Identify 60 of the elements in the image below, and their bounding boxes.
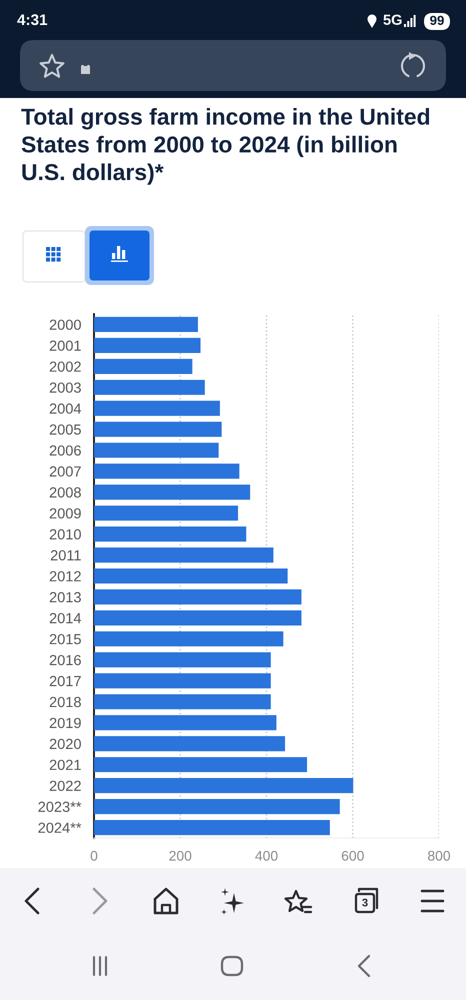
bar [94, 568, 288, 584]
y-tick-label: 2006 [50, 445, 81, 456]
text: 5G [383, 14, 402, 25]
y-tick-label: 2014 [50, 613, 82, 624]
bar [94, 526, 246, 542]
y-tick-label: 2013 [50, 592, 81, 602]
bar [94, 589, 302, 605]
y-tick-label: 2015 [50, 634, 81, 644]
bar [94, 442, 219, 458]
bar [94, 610, 302, 626]
y-tick-label: 2001 [50, 340, 81, 351]
bar [94, 316, 198, 332]
chart-title: Total gross farm income in the United States from 2000 to 2024 (in billion U.S. dollars)* [21, 108, 430, 185]
y-tick-label: 2007 [50, 466, 81, 477]
y-tick-label: 2018 [50, 696, 81, 708]
x-tick-label: 400 [255, 850, 278, 861]
y-tick-label: 2021 [50, 760, 81, 770]
bar [94, 484, 250, 500]
y-tick-label: 2022 [50, 780, 81, 792]
y-tick-label: 2004 [50, 403, 82, 414]
bar [94, 380, 205, 395]
bar [94, 631, 284, 646]
y-tick-label: 2012 [50, 571, 81, 582]
y-tick-label: 2024** [38, 822, 82, 833]
y-tick-label: 2003 [50, 382, 81, 393]
x-tick-label: 200 [169, 850, 192, 861]
bar [94, 820, 330, 836]
y-tick-label: 2008 [50, 487, 81, 498]
bar [94, 547, 274, 563]
bar [94, 778, 354, 794]
x-tick-label: 0 [90, 850, 98, 861]
bar [94, 506, 238, 521]
bar [94, 400, 220, 416]
bar [94, 358, 192, 374]
y-tick-label: 2002 [50, 362, 81, 372]
bar [94, 736, 286, 752]
bar [94, 799, 340, 814]
y-tick-label: 2010 [50, 529, 81, 540]
text: 4:31 [17, 14, 48, 26]
bar [94, 422, 222, 437]
y-tick-label: 2016 [50, 654, 81, 666]
bar [94, 338, 201, 353]
text: 3 [362, 898, 368, 906]
y-tick-label: 2011 [50, 550, 81, 560]
x-tick-label: 800 [428, 850, 450, 861]
bar [94, 694, 271, 710]
bar [94, 652, 271, 668]
bar [94, 757, 308, 772]
y-tick-label: 2005 [50, 424, 81, 435]
y-tick-label: 2017 [50, 676, 81, 686]
bar [94, 715, 276, 730]
y-tick-label: 2000 [50, 320, 81, 330]
x-tick-label: 600 [342, 850, 364, 861]
text: 99 [430, 16, 444, 26]
y-tick-label: 2020 [50, 738, 81, 750]
y-tick-label: 2009 [50, 508, 81, 519]
y-tick-label: 2019 [50, 718, 81, 728]
bar [94, 464, 240, 479]
bar [94, 673, 271, 688]
y-tick-label: 2023** [38, 802, 82, 812]
